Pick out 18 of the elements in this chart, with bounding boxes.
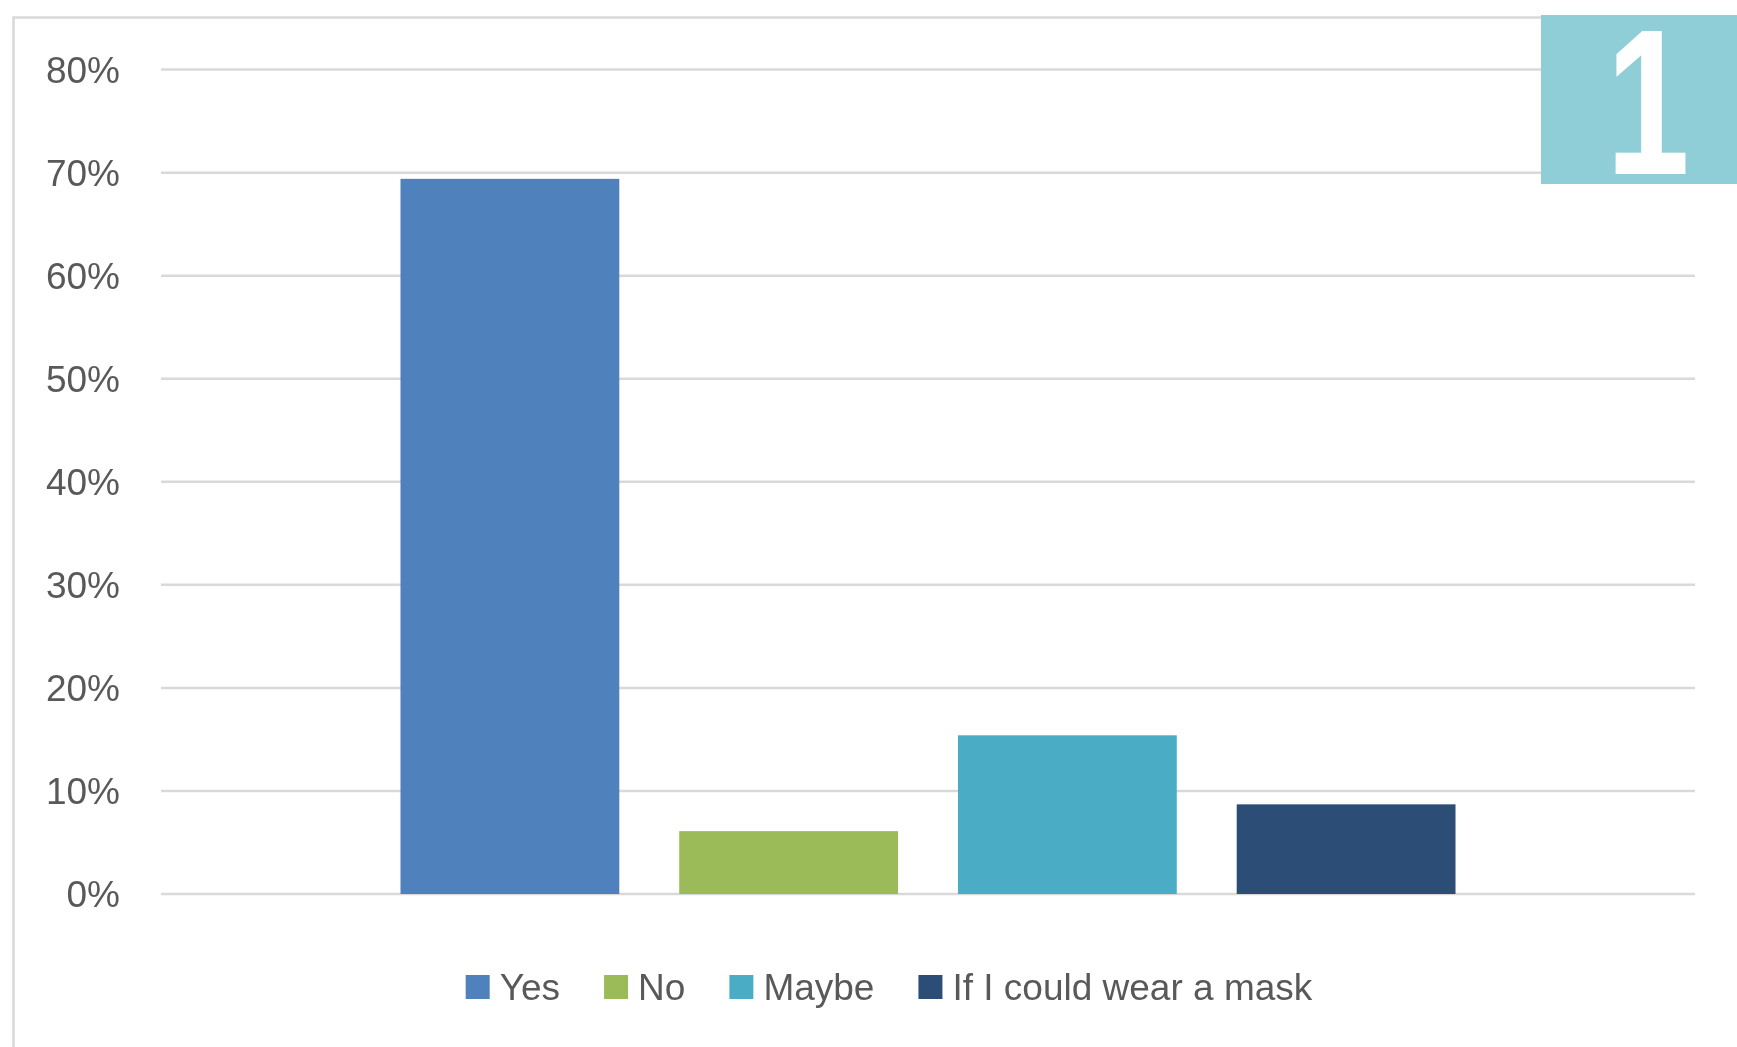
- y-tick-label: 30%: [45, 565, 120, 607]
- y-tick-label: 20%: [45, 668, 120, 710]
- y-tick-label: 10%: [45, 771, 120, 813]
- legend-label: Maybe: [763, 966, 875, 1008]
- bar: [400, 178, 620, 894]
- y-tick-label: 60%: [45, 256, 120, 298]
- legend-label: If I could wear a mask: [952, 966, 1313, 1008]
- annotation: 1: [1606, 0, 1690, 218]
- legend-label: No: [638, 966, 686, 1008]
- y-tick-label: 40%: [45, 462, 120, 504]
- bar: [957, 735, 1177, 894]
- y-tick-label: 80%: [45, 50, 120, 92]
- y-tick-label: 50%: [45, 359, 120, 401]
- bar: [1236, 804, 1456, 894]
- y-tick-label: 70%: [45, 153, 120, 195]
- y-tick-label: 0%: [66, 874, 120, 916]
- legend-label: Yes: [499, 966, 561, 1008]
- bar: [679, 831, 899, 894]
